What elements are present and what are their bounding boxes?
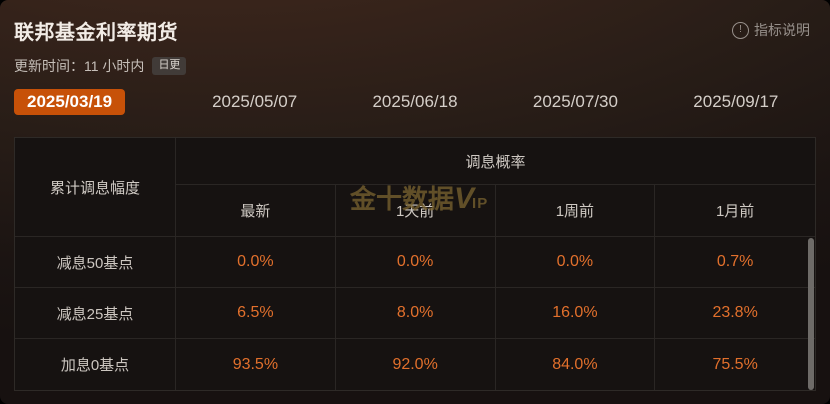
probability-cell: 23.8% (655, 288, 815, 339)
header-bar: 联邦基金利率期货 ! 指标说明 (0, 0, 830, 45)
vertical-scrollbar-thumb[interactable] (808, 238, 814, 390)
column-group-header-probability: 调息概率 (176, 138, 815, 185)
tab-date-2025-05-07[interactable]: 2025/05/07 (212, 92, 298, 111)
tab-date-2025-06-18[interactable]: 2025/06/18 (372, 92, 458, 111)
probability-cell: 92.0% (336, 339, 496, 390)
tab-date-2025-09-17[interactable]: 2025/09/17 (693, 92, 779, 111)
row-label-cut-25bp: 减息25基点 (15, 288, 176, 339)
row-label-cut-50bp: 减息50基点 (15, 237, 176, 288)
probability-table-wrapper: 累计调息幅度 调息概率 最新 1天前 1周前 1月前 减息50基点 0.0% 0… (14, 137, 816, 391)
probability-cell: 84.0% (496, 339, 656, 390)
probability-cell: 0.0% (495, 237, 656, 288)
update-time-row: 更新时间：11 小时内 日更 (14, 56, 816, 76)
probability-cell: 93.5% (176, 339, 336, 390)
probability-cell: 16.0% (495, 288, 656, 339)
probability-cell: 0.7% (655, 237, 815, 288)
probability-cell: 0.0% (335, 237, 496, 288)
tab-segment: 2025/09/17 (656, 88, 816, 116)
probability-cell: 75.5% (712, 355, 758, 373)
row-label-hike-0bp: 加息0基点 (15, 339, 176, 390)
subheader-1-day-ago: 1天前 (335, 185, 496, 237)
probability-cell: 8.0% (335, 288, 496, 339)
tab-segment: 2025/03/19 (14, 88, 174, 116)
probability-cell: 0.0% (176, 237, 336, 288)
daily-update-badge: 日更 (152, 57, 187, 75)
subheader-latest: 最新 (176, 185, 336, 237)
date-tabs: 2025/03/19 2025/05/07 2025/06/18 2025/07… (14, 88, 816, 116)
probability-cell: 6.5% (176, 288, 336, 339)
subheader-1-month-ago: 1月前 (655, 185, 815, 237)
tab-segment: 2025/07/30 (495, 88, 655, 116)
page-title: 联邦基金利率期货 (14, 22, 178, 44)
tab-segment: 2025/05/07 (174, 88, 334, 116)
update-time-text: 更新时间：11 小时内 (14, 58, 145, 74)
indicator-help-label: 指标说明 (754, 22, 810, 38)
info-circle-icon: ! (732, 21, 749, 39)
probability-table: 累计调息幅度 调息概率 最新 1天前 1周前 1月前 减息50基点 0.0% 0… (14, 137, 816, 391)
indicator-help-button[interactable]: ! 指标说明 (732, 20, 810, 40)
tab-date-2025-07-30[interactable]: 2025/07/30 (532, 92, 618, 111)
tab-segment: 2025/06/18 (335, 88, 495, 116)
subheader-1-week-ago: 1周前 (495, 185, 656, 237)
tab-date-2025-03-19[interactable]: 2025/03/19 (14, 89, 126, 115)
column-header-cumulative-adjustment: 累计调息幅度 (15, 138, 176, 237)
